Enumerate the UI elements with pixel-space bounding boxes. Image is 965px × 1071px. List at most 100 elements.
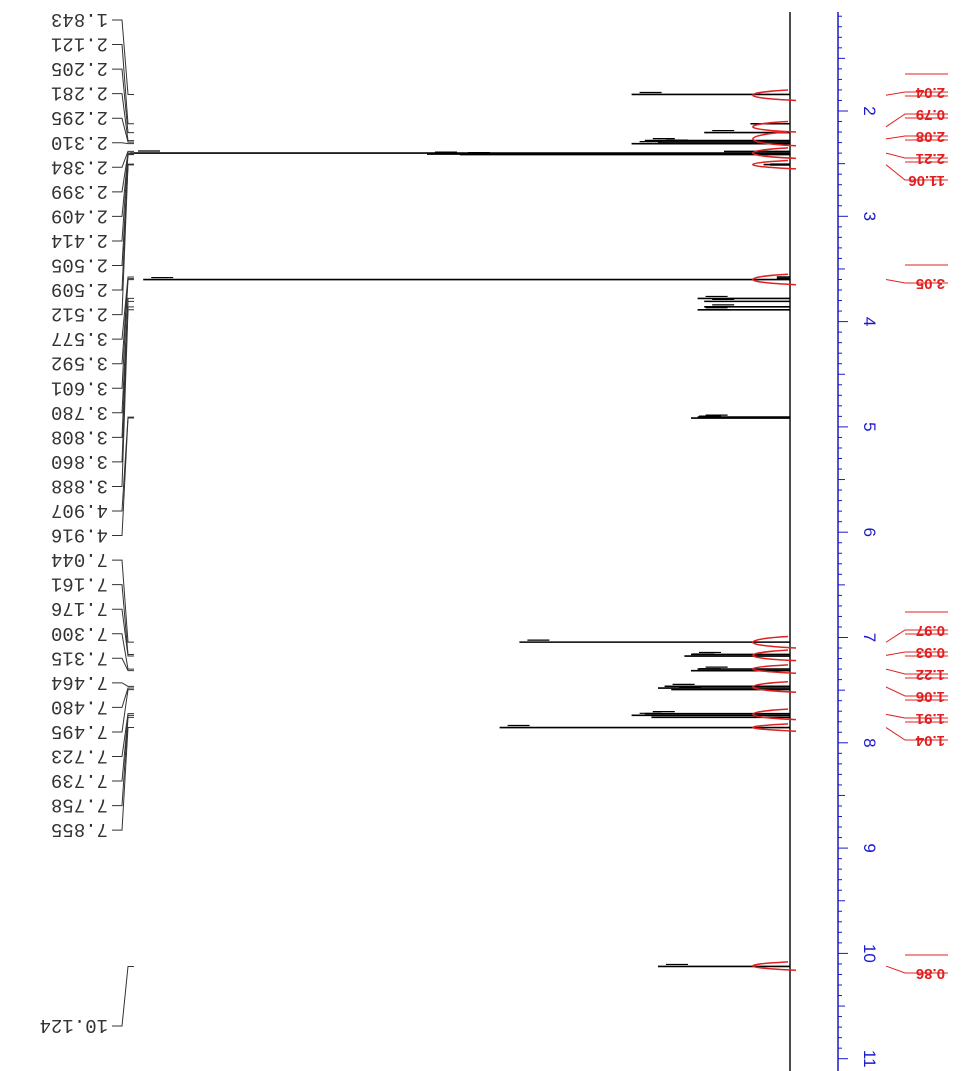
peak-label-connector (112, 68, 134, 134)
peak-label-connector (112, 714, 134, 782)
peak-label: 7.300 (51, 622, 108, 644)
ppm-axis-tick-label: 2 (860, 106, 879, 115)
peak-label: 7.464 (51, 671, 108, 693)
peak-label: 2.512 (51, 303, 108, 325)
peak-label-connector (112, 153, 134, 217)
ppm-axis-tick-label: 10 (860, 944, 879, 963)
peak-label-connector (112, 117, 134, 143)
peak-label: 2.414 (51, 229, 108, 251)
integral-curve (752, 147, 797, 160)
ppm-axis-tick-label: 8 (860, 738, 879, 747)
peak-label-connector (112, 965, 134, 1027)
peak-label: 3.888 (51, 474, 108, 496)
integral-label-leader (885, 651, 948, 656)
integral-curve (752, 89, 797, 102)
peak-label-connector (112, 689, 134, 733)
integral-value-label: 2.08 (916, 128, 945, 145)
ppm-axis-tick-label: 5 (860, 422, 879, 431)
peak-label-connector (112, 152, 134, 193)
peak-label: 7.161 (51, 573, 108, 595)
peak-label-connector (112, 297, 134, 414)
peak-label-connector (112, 716, 134, 807)
peak-label: 7.044 (51, 548, 108, 570)
peak-label-connector (112, 276, 134, 340)
peak-label-connector (112, 142, 134, 145)
peak-label: 7.176 (51, 597, 108, 619)
peak-label: 2.384 (51, 155, 108, 177)
peak-label: 7.758 (51, 794, 108, 816)
ppm-axis-tick-label: 3 (860, 212, 879, 221)
peak-label: 2.399 (51, 180, 108, 202)
integral-curve (752, 708, 797, 721)
peak-label: 2.505 (51, 254, 108, 276)
peak-label: 3.808 (51, 425, 108, 447)
peak-label: 2.295 (51, 106, 108, 128)
peak-label: 1.843 (51, 8, 108, 30)
integral-value-label: 1.04 (915, 732, 945, 749)
peak-label: 4.916 (51, 524, 108, 546)
integral-label-leader (885, 668, 948, 675)
peak-label-connector (112, 682, 134, 687)
peak-label: 7.480 (51, 695, 108, 717)
integral-value-label: 11.06 (908, 172, 945, 189)
integral-label-leader (885, 965, 948, 974)
integral-curve (752, 131, 797, 147)
peak-label-connector (112, 150, 134, 168)
peak-label-connector (112, 278, 134, 365)
ppm-axis-tick-label: 9 (860, 843, 879, 852)
peak-label-connector (112, 584, 134, 655)
peak-label: 3.592 (51, 352, 108, 374)
peak-label-connector (112, 713, 134, 757)
peak-label-connector (112, 417, 134, 537)
peak-label: 2.310 (51, 131, 108, 153)
peak-label: 4.907 (51, 499, 108, 521)
ppm-axis-tick-label: 6 (860, 527, 879, 536)
integral-value-label: 2.21 (916, 150, 945, 167)
peak-label: 10.124 (40, 1014, 108, 1036)
integral-label-leader (885, 686, 948, 697)
integral-label-leader (885, 629, 948, 643)
peak-label: 7.739 (51, 769, 108, 791)
integral-label-leader (885, 113, 948, 128)
integral-label-leader (885, 727, 948, 741)
integral-value-label: 2.04 (915, 84, 945, 101)
integral-value-label: 0.97 (916, 622, 945, 639)
peak-label-connector (112, 687, 134, 708)
peak-label: 7.855 (51, 818, 108, 840)
integral-value-label: 3.05 (916, 275, 945, 292)
peak-label-connector (112, 608, 134, 657)
integral-label-leader (885, 152, 948, 159)
peak-label: 2.281 (51, 82, 108, 104)
peak-label-connector (112, 559, 134, 643)
integral-value-label: 1.91 (916, 710, 945, 727)
peak-label: 2.409 (51, 204, 108, 226)
peak-label: 2.205 (51, 57, 108, 79)
peak-label-connector (112, 416, 134, 512)
peak-label-connector (112, 279, 134, 389)
peak-label: 7.315 (51, 646, 108, 668)
peak-label-connector (112, 163, 134, 266)
integral-curve (752, 649, 797, 662)
integral-label-leader (885, 713, 948, 719)
peak-label-connector (112, 727, 134, 831)
integral-label-leader (885, 278, 948, 284)
integral-curve (752, 961, 797, 971)
integral-curve (752, 273, 797, 286)
peak-label: 3.577 (51, 327, 108, 349)
peak-label-connector (112, 633, 134, 670)
peak-label-connector (112, 44, 134, 125)
integral-curve (752, 723, 797, 732)
peak-label-connector (112, 154, 134, 242)
peak-label-connector (112, 300, 134, 438)
integral-value-label: 1.22 (916, 666, 945, 683)
peak-label-connector (112, 164, 134, 316)
integral-label-leader (885, 164, 948, 181)
ppm-axis-tick-label: 7 (860, 633, 879, 642)
peak-label: 2.509 (51, 278, 108, 300)
integral-curve (752, 120, 797, 133)
integral-curve (752, 635, 797, 649)
peak-label-connector (112, 657, 134, 672)
integral-value-label: 0.79 (916, 106, 945, 123)
peak-label: 3.780 (51, 401, 108, 423)
